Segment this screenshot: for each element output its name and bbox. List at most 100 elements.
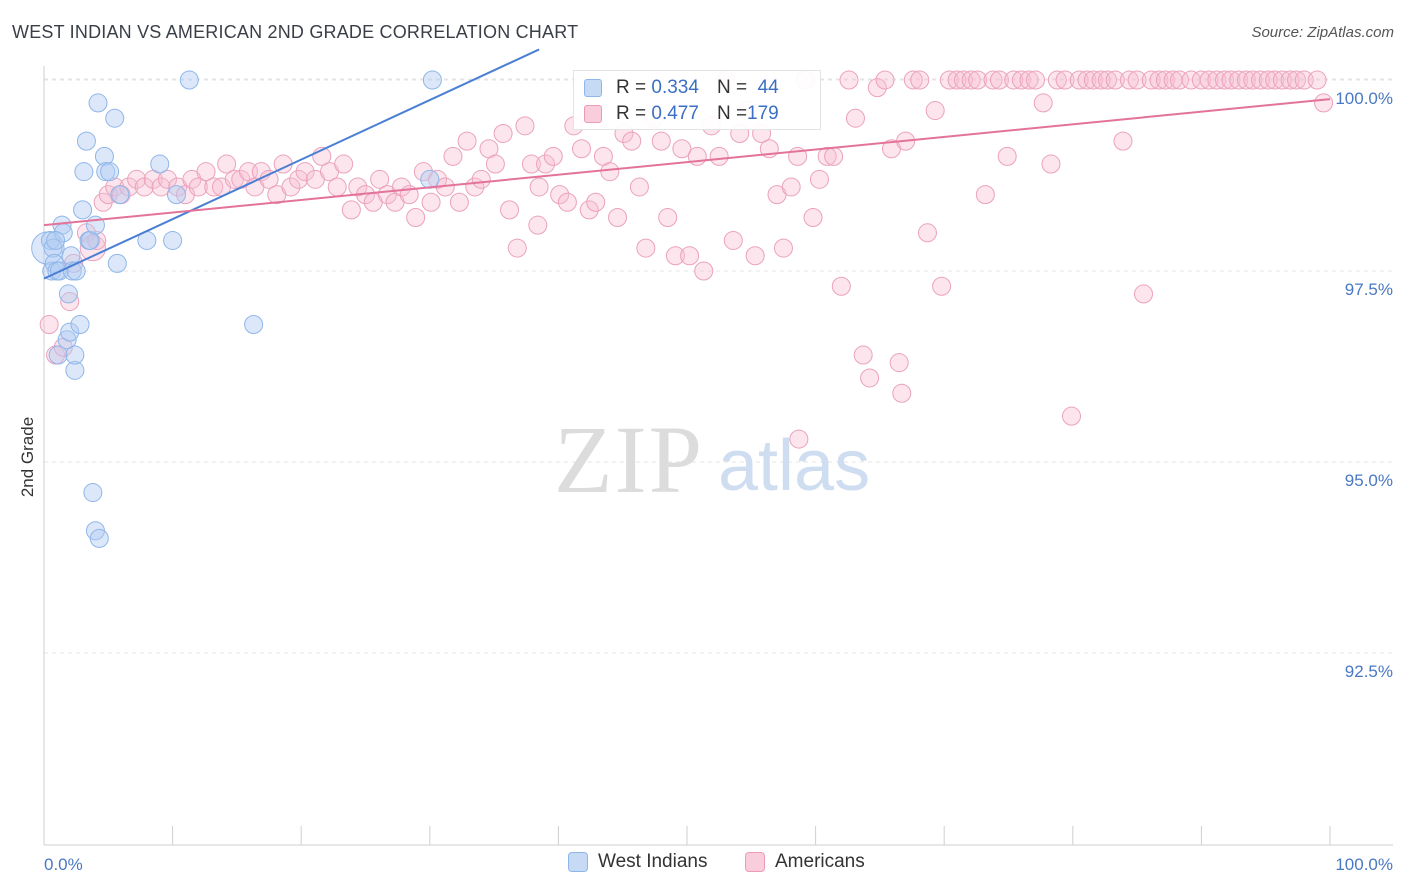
west-indian-point	[65, 360, 85, 380]
american-point	[521, 154, 541, 174]
watermark-atlas: atlas	[718, 426, 870, 506]
american-point	[629, 177, 649, 197]
american-point	[839, 70, 859, 90]
x-tick-label: 0.0%	[44, 855, 83, 874]
american-point	[1207, 70, 1227, 90]
west-indian-point	[60, 322, 80, 342]
american-point	[903, 70, 923, 90]
american-point	[528, 215, 548, 235]
american-point	[709, 146, 729, 166]
west-indian-point	[48, 345, 68, 365]
x-tick-label: 100.0%	[1335, 855, 1393, 874]
american-point	[151, 177, 171, 197]
american-point	[1155, 70, 1175, 90]
american-point	[1069, 70, 1089, 90]
american-point	[1265, 70, 1285, 90]
american-point	[608, 208, 628, 228]
american-point	[824, 146, 844, 166]
american-point	[781, 177, 801, 197]
legend-label-west-indians: West Indians	[598, 851, 708, 872]
west-indian-point	[74, 162, 94, 182]
american-point	[1251, 70, 1271, 90]
american-point	[550, 185, 570, 205]
american-point	[831, 276, 851, 296]
west-indian-point	[166, 185, 186, 205]
y-tick-label: 97.5%	[1345, 280, 1393, 299]
american-point	[845, 108, 865, 128]
american-point	[745, 246, 765, 266]
american-point	[341, 200, 361, 220]
american-point	[997, 146, 1017, 166]
american-point	[1091, 70, 1111, 90]
american-point	[1127, 70, 1147, 90]
american-point	[500, 200, 520, 220]
american-point	[1170, 70, 1190, 90]
west-indian-point	[46, 230, 66, 250]
legend-r-value: 0.477	[651, 103, 699, 124]
legend-item-americans[interactable]: Americans	[745, 851, 865, 873]
american-point	[471, 169, 491, 189]
west-indian-point	[105, 108, 125, 128]
american-point	[428, 169, 448, 189]
american-point	[1243, 70, 1263, 90]
american-point	[39, 314, 59, 334]
american-point	[529, 177, 549, 197]
watermark-zip: ZIP	[554, 406, 704, 513]
west-indian-point	[110, 185, 130, 205]
west-indian-point	[179, 70, 199, 90]
west-indian-point	[58, 284, 78, 304]
american-point	[889, 353, 909, 373]
american-point	[809, 169, 829, 189]
american-point	[1077, 70, 1097, 90]
west-indian-trend-line	[43, 48, 540, 280]
west-indian-point	[88, 93, 108, 113]
american-point	[983, 70, 1003, 90]
american-point	[536, 154, 556, 174]
west-indian-point	[80, 230, 100, 250]
american-point	[289, 169, 309, 189]
west-indian-point	[43, 238, 63, 258]
american-point	[579, 200, 599, 220]
american-point	[658, 208, 678, 228]
watermark: ZIP atlas	[554, 406, 870, 513]
american-point	[1062, 406, 1082, 426]
american-point	[1272, 70, 1292, 90]
west-indian-point	[150, 154, 170, 174]
american-point	[867, 78, 887, 98]
west-indian-point	[107, 253, 127, 273]
american-point	[1105, 70, 1125, 90]
american-point	[680, 246, 700, 266]
legend-item-west-indians[interactable]: West Indians	[568, 851, 707, 873]
american-point	[327, 177, 347, 197]
american-point	[1026, 70, 1046, 90]
y-tick-label: 92.5%	[1345, 662, 1393, 681]
american-point	[961, 70, 981, 90]
series-americans	[39, 70, 1334, 449]
legend-n-value: 179	[747, 103, 779, 124]
legend-label-americans: Americans	[775, 851, 865, 872]
american-point	[1083, 70, 1103, 90]
american-point	[1019, 70, 1039, 90]
american-point	[1098, 70, 1118, 90]
american-point	[1221, 70, 1241, 90]
source-label: Source: ZipAtlas.com	[1251, 24, 1394, 41]
american-point	[1119, 70, 1139, 90]
west-indian-point	[422, 70, 442, 90]
american-point	[723, 230, 743, 250]
west-indian-point	[420, 169, 440, 189]
american-point	[789, 429, 809, 449]
american-point	[493, 123, 513, 143]
tick-labels: 92.5% 95.0% 97.5% 100.0% 0.0% 100.0%	[44, 89, 1393, 874]
american-point	[1041, 154, 1061, 174]
west-indian-point	[244, 314, 264, 334]
west-indian-point	[61, 246, 81, 266]
american-point	[406, 208, 426, 228]
west-indian-point	[89, 528, 109, 548]
american-point	[87, 230, 107, 250]
american-point	[1004, 70, 1024, 90]
american-point	[1011, 70, 1031, 90]
american-point	[910, 70, 930, 90]
american-point	[196, 162, 216, 182]
american-point	[281, 177, 301, 197]
series-west-indians	[31, 70, 442, 548]
